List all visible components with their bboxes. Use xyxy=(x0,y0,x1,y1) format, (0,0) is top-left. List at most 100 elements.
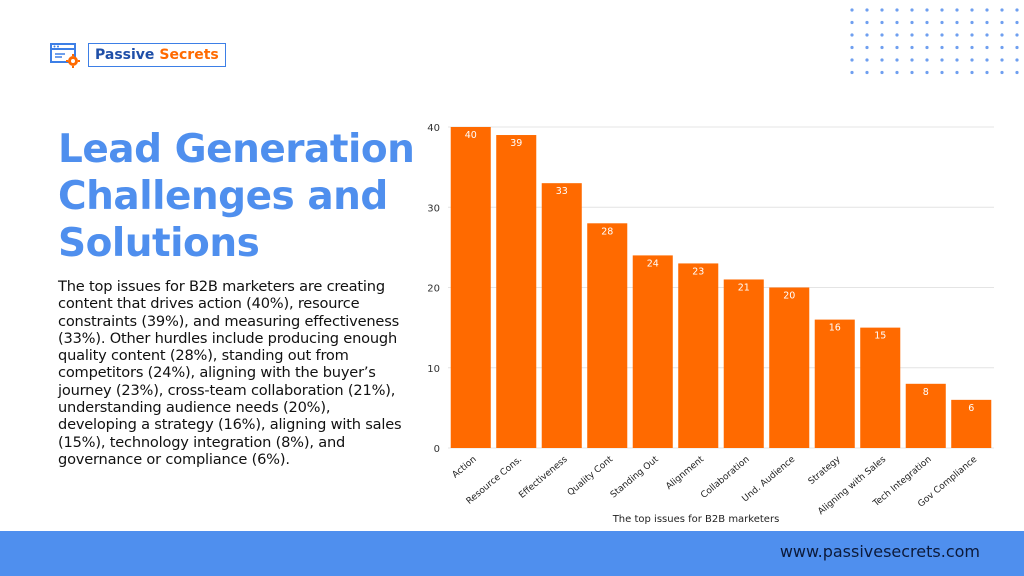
data-label: 21 xyxy=(738,282,750,293)
decor-dot xyxy=(985,20,989,25)
bar xyxy=(678,263,719,448)
decor-dot xyxy=(1015,20,1019,25)
decor-dot xyxy=(1015,8,1019,12)
brand-logo[interactable]: Passive Secrets xyxy=(50,43,226,68)
x-tick-label: Action xyxy=(451,455,479,481)
decor-dot xyxy=(1015,58,1019,62)
decor-dot xyxy=(865,8,869,12)
decor-dot xyxy=(880,70,884,75)
decor-dot xyxy=(880,45,884,50)
x-tick-label: Effectiveness xyxy=(517,454,570,500)
decor-dot xyxy=(850,8,854,12)
brand-wordmark: Passive Secrets xyxy=(88,43,226,67)
decor-dot xyxy=(850,33,854,37)
bar xyxy=(905,383,946,448)
decor-dot xyxy=(955,33,959,37)
y-tick-label: 10 xyxy=(427,364,440,375)
decor-dot xyxy=(1000,8,1004,12)
decor-dot xyxy=(910,45,914,50)
decor-dot xyxy=(1000,20,1004,25)
bar xyxy=(951,399,992,448)
decor-dot xyxy=(895,70,899,75)
decor-dot xyxy=(1000,58,1004,62)
decor-dot xyxy=(940,8,944,12)
decor-dot xyxy=(925,33,929,37)
page-title: Lead Generation Challenges and Solutions xyxy=(58,127,415,266)
decor-dot xyxy=(970,45,974,50)
decor-dot xyxy=(925,20,929,25)
y-tick-label: 30 xyxy=(427,203,440,214)
decor-dot xyxy=(895,8,899,12)
decor-dot xyxy=(850,70,854,75)
decor-dot xyxy=(925,70,929,75)
decor-dot xyxy=(955,45,959,50)
decor-dot xyxy=(970,33,974,37)
decor-dot xyxy=(985,58,989,62)
decor-dot xyxy=(1000,45,1004,50)
decor-dot xyxy=(970,58,974,62)
decor-dot xyxy=(955,58,959,62)
decor-dot xyxy=(910,8,914,12)
decor-dot xyxy=(880,8,884,12)
data-label: 39 xyxy=(510,138,522,149)
decor-dot xyxy=(880,20,884,25)
data-label: 16 xyxy=(829,323,841,334)
browser-gear-icon xyxy=(50,43,80,68)
data-label: 6 xyxy=(968,403,974,414)
decor-dot xyxy=(850,45,854,50)
decor-dot xyxy=(1000,70,1004,75)
decor-dot xyxy=(880,33,884,37)
x-axis-label: The top issues for B2B marketers xyxy=(612,514,780,525)
decor-dot xyxy=(895,20,899,25)
decor-dot xyxy=(985,33,989,37)
decorative-dot-grid xyxy=(850,8,1019,75)
bar xyxy=(769,287,810,448)
bar xyxy=(723,279,764,448)
decor-dot xyxy=(850,58,854,62)
bar xyxy=(541,183,582,449)
decor-dot xyxy=(910,33,914,37)
brand-word-passive: Passive xyxy=(95,47,155,63)
bar xyxy=(814,319,855,448)
brand-word-secrets: Secrets xyxy=(159,47,219,63)
decor-dot xyxy=(925,58,929,62)
decor-dot xyxy=(865,70,869,75)
decor-dot xyxy=(865,20,869,25)
decor-dot xyxy=(985,70,989,75)
x-tick-label: Quality Cont xyxy=(566,454,616,498)
bar xyxy=(860,327,901,448)
decor-dot xyxy=(970,8,974,12)
decor-dot xyxy=(955,8,959,12)
data-label: 24 xyxy=(647,258,659,269)
data-label: 15 xyxy=(874,331,886,342)
decor-dot xyxy=(850,20,854,25)
decor-dot xyxy=(880,58,884,62)
decor-dot xyxy=(985,45,989,50)
decor-dot xyxy=(955,20,959,25)
decor-dot xyxy=(895,45,899,50)
decor-dot xyxy=(940,45,944,50)
footer-url[interactable]: www.passivesecrets.com xyxy=(779,542,980,561)
decor-dot xyxy=(895,58,899,62)
decor-dot xyxy=(970,70,974,75)
decor-dot xyxy=(1015,70,1019,75)
x-tick-label: Standing Out xyxy=(609,454,661,500)
bar xyxy=(587,223,628,448)
decor-dot xyxy=(865,45,869,50)
decor-dot xyxy=(895,33,899,37)
x-tick-label: Alignment xyxy=(664,454,706,492)
bar xyxy=(632,255,673,448)
decor-dot xyxy=(940,70,944,75)
decor-dot xyxy=(1015,45,1019,50)
data-label: 8 xyxy=(923,387,929,398)
bar xyxy=(496,135,537,448)
data-label: 33 xyxy=(556,186,568,197)
decor-dot xyxy=(940,58,944,62)
bar xyxy=(450,127,491,448)
decor-dot xyxy=(940,33,944,37)
decor-dot xyxy=(865,33,869,37)
decor-dot xyxy=(865,58,869,62)
decor-dot xyxy=(985,8,989,12)
